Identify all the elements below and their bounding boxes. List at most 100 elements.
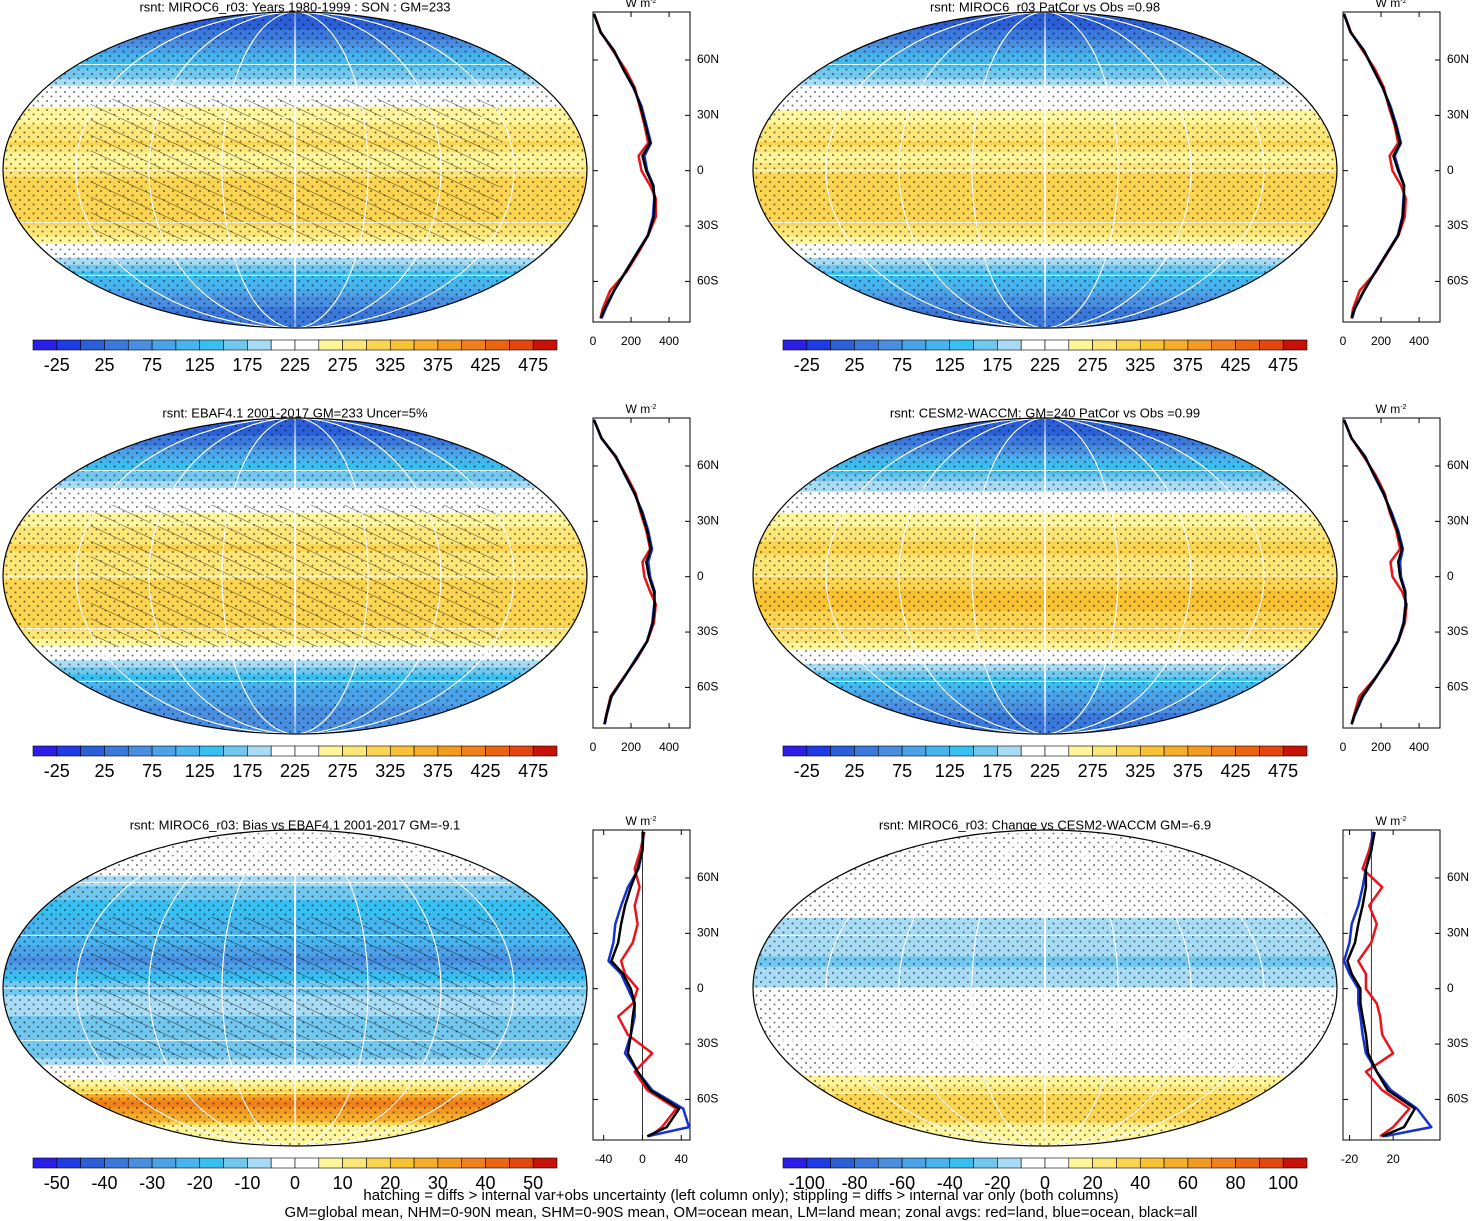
colorbar-box bbox=[806, 745, 831, 757]
colorbar-box bbox=[973, 339, 998, 351]
colorbar-box bbox=[485, 745, 510, 757]
colorbar-box bbox=[1163, 339, 1189, 351]
y-tick-label: 30S bbox=[1447, 218, 1468, 232]
colorbar-label: 475 bbox=[518, 761, 548, 781]
colorbar-box bbox=[782, 1157, 808, 1169]
colorbar-label: 40 bbox=[476, 1173, 496, 1193]
graticule bbox=[898, 418, 1192, 734]
colorbar-label: 275 bbox=[1078, 355, 1108, 375]
zonal-frame bbox=[1342, 11, 1441, 323]
colorbar-label: 0 bbox=[290, 1173, 300, 1193]
colorbar-box bbox=[1282, 745, 1308, 757]
x-tick-label: 400 bbox=[1409, 334, 1429, 348]
map-outline bbox=[2, 417, 588, 735]
x-tick-label: 200 bbox=[1371, 740, 1391, 754]
units-base: W m bbox=[1376, 814, 1401, 828]
colorbar-box bbox=[901, 745, 927, 757]
colorbar-box bbox=[104, 339, 129, 351]
colorbar-box bbox=[1187, 339, 1213, 351]
colorbar-box bbox=[270, 1157, 296, 1169]
colorbar-label: 475 bbox=[1268, 355, 1298, 375]
colorbar-box bbox=[1211, 745, 1236, 757]
colorbar-box bbox=[80, 1157, 105, 1169]
colorbar-box bbox=[1259, 339, 1284, 351]
colorbar-box bbox=[901, 339, 927, 351]
colorbar-box bbox=[485, 1157, 510, 1169]
colorbar-label: 275 bbox=[328, 355, 358, 375]
panel: rsnt: MIROC6_r03: Bias vs EBAF4.1 2001-2… bbox=[2, 814, 719, 1193]
colorbar-label: -25 bbox=[44, 761, 70, 781]
panel-title: rsnt: MIROC6_r03: Change vs CESM2-WACCM … bbox=[879, 817, 1211, 832]
colorbar-label: 100 bbox=[1268, 1173, 1298, 1193]
colorbar-box bbox=[318, 1157, 343, 1169]
colorbar-label: 225 bbox=[280, 355, 310, 375]
colorbar-box bbox=[389, 1157, 415, 1169]
colorbar-label: -25 bbox=[794, 761, 820, 781]
units-base: W m bbox=[1376, 0, 1401, 10]
colorbar-box bbox=[997, 745, 1022, 757]
colorbar-box bbox=[782, 745, 808, 757]
y-tick-label: 60N bbox=[697, 52, 719, 66]
colorbar-box bbox=[270, 745, 296, 757]
colorbar-box bbox=[1068, 339, 1093, 351]
units-base: W m bbox=[626, 0, 651, 10]
colorbar-box bbox=[413, 1157, 439, 1169]
y-tick-label: 30N bbox=[697, 514, 719, 528]
colorbar-box bbox=[1092, 745, 1117, 757]
y-tick-label: 30N bbox=[697, 926, 719, 940]
colorbar-label: 325 bbox=[375, 355, 405, 375]
colorbar-box bbox=[223, 339, 248, 351]
colorbar-box bbox=[56, 339, 81, 351]
colorbar-label: -100 bbox=[789, 1173, 825, 1193]
x-tick-label: 400 bbox=[659, 334, 679, 348]
colorbar-box bbox=[104, 745, 129, 757]
colorbar-box bbox=[389, 339, 415, 351]
colorbar-box bbox=[199, 1157, 224, 1169]
colorbar-box bbox=[175, 1157, 201, 1169]
panel: rsnt: MIROC6_r03 PatCor vs Obs =0.98 -25 2… bbox=[752, 0, 1469, 375]
graticule bbox=[148, 418, 442, 734]
x-tick-label: 0 bbox=[1340, 740, 1347, 754]
y-tick-label: 30S bbox=[1447, 624, 1468, 638]
y-tick-label: 60S bbox=[1447, 274, 1468, 288]
colorbar-box bbox=[437, 1157, 463, 1169]
colorbar-box bbox=[1187, 745, 1213, 757]
colorbar-label: -25 bbox=[794, 355, 820, 375]
y-tick-label: 0 bbox=[697, 569, 704, 583]
x-tick-label: 200 bbox=[1371, 334, 1391, 348]
y-tick-label: 60S bbox=[697, 1092, 718, 1106]
colorbar-box bbox=[56, 745, 81, 757]
graticule bbox=[1044, 12, 1046, 328]
zonal-frame bbox=[592, 417, 691, 729]
zonal-line bbox=[1346, 831, 1417, 1138]
colorbar-box bbox=[1139, 745, 1165, 757]
units: W m-2 bbox=[1376, 814, 1407, 828]
panel: rsnt: EBAF4.1 2001-2017 GM=233 Uncer=5% -… bbox=[2, 402, 719, 781]
y-tick-label: 0 bbox=[1447, 163, 1454, 177]
colorbar-box bbox=[509, 745, 534, 757]
colorbar-label: -10 bbox=[234, 1173, 260, 1193]
colorbar-label: 125 bbox=[185, 355, 215, 375]
colorbar-label: 425 bbox=[471, 761, 501, 781]
colorbar-box bbox=[247, 339, 272, 351]
colorbar-label: 425 bbox=[1221, 355, 1251, 375]
colorbar-box bbox=[342, 1157, 367, 1169]
colorbar-label: 60 bbox=[1178, 1173, 1198, 1193]
colorbar-label: 25 bbox=[844, 355, 864, 375]
colorbar-box bbox=[151, 745, 177, 757]
colorbar-box bbox=[1116, 339, 1141, 351]
y-tick-label: 30S bbox=[697, 218, 718, 232]
colorbar-box bbox=[1068, 1157, 1093, 1169]
colorbar-box bbox=[1235, 745, 1260, 757]
colorbar-label: 30 bbox=[428, 1173, 448, 1193]
colorbar-box bbox=[925, 339, 951, 351]
panel: rsnt: CESM2-WACCM: GM=240 PatCor vs Obs … bbox=[752, 402, 1469, 781]
zonal-frame bbox=[592, 11, 691, 323]
colorbar-box bbox=[1163, 745, 1189, 757]
colorbar-box bbox=[949, 1157, 974, 1169]
colorbar-label: -60 bbox=[889, 1173, 915, 1193]
colorbar-box bbox=[1116, 745, 1141, 757]
panel-title: rsnt: MIROC6_r03 PatCor vs Obs =0.98 bbox=[930, 0, 1160, 14]
colorbar-box bbox=[830, 745, 855, 757]
colorbar-box bbox=[806, 339, 831, 351]
